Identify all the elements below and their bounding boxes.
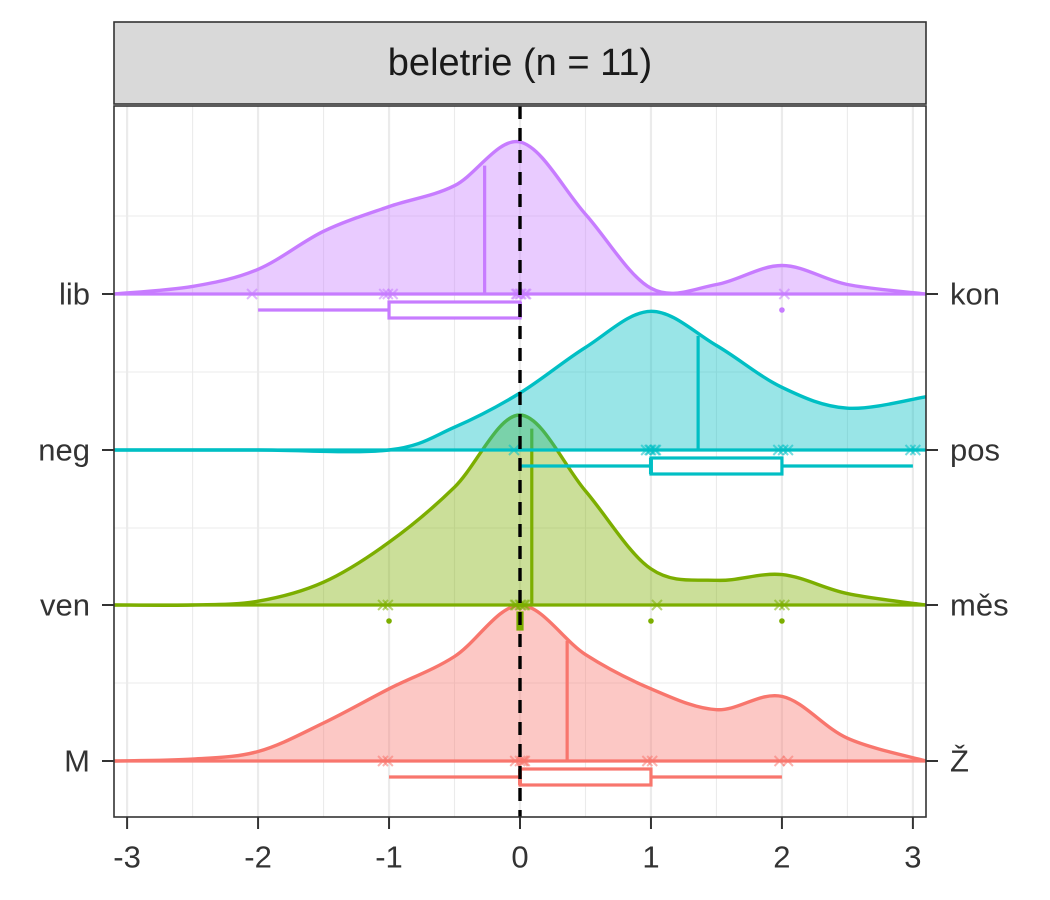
strip-background	[113, 21, 927, 105]
density-fill-left	[114, 141, 520, 294]
data-point	[782, 444, 794, 456]
right-axis-label: měs	[950, 588, 1009, 623]
data-point	[778, 288, 791, 300]
box	[387, 300, 522, 320]
density-fill-left	[114, 605, 520, 761]
data-point	[377, 599, 389, 611]
density-row-neg	[113, 309, 927, 476]
data-point	[386, 288, 399, 300]
left-axis-label: lib	[59, 277, 90, 312]
data-point	[651, 599, 663, 611]
density-fill-left	[114, 393, 520, 452]
right-axis-label: pos	[950, 433, 1000, 468]
x-tick-label: -3	[113, 840, 141, 875]
strip: beletrie (n = 11)	[113, 21, 927, 105]
x-tick-label: 1	[642, 840, 659, 875]
data-point	[640, 444, 652, 456]
left-axis-label: ven	[40, 588, 90, 623]
boxplot	[520, 456, 913, 476]
density-fill-right	[520, 605, 926, 761]
data-point	[777, 444, 789, 456]
data-point	[246, 288, 258, 300]
density-row-lib	[113, 140, 927, 320]
data-point	[514, 755, 526, 767]
data-point	[904, 444, 917, 456]
x-tick-label: -1	[375, 840, 403, 875]
data-point	[378, 288, 390, 300]
box	[518, 767, 653, 787]
data-point	[909, 444, 922, 456]
outlier-point	[779, 618, 785, 624]
density-fill-left	[114, 414, 520, 606]
right-axis-label: kon	[950, 277, 1000, 312]
data-point	[650, 444, 662, 456]
data-point	[382, 755, 394, 767]
x-tick-label: 2	[773, 840, 790, 875]
data-point	[382, 288, 394, 300]
data-point	[646, 755, 658, 767]
outlier-point	[386, 618, 392, 624]
data-point	[377, 755, 389, 767]
left-axis-label: neg	[38, 433, 90, 468]
density-fill-right	[520, 142, 926, 294]
x-tick-label: 3	[904, 840, 921, 875]
data-point	[772, 444, 785, 456]
data-point	[516, 755, 529, 767]
outlier-point	[648, 618, 654, 624]
data-point	[519, 755, 531, 767]
data-point	[382, 599, 394, 611]
data-point	[773, 599, 786, 611]
data-point	[645, 444, 657, 456]
data-point	[778, 599, 791, 611]
data-point	[520, 288, 532, 300]
x-tick-label: 0	[511, 840, 528, 875]
data-point	[508, 444, 520, 456]
box	[649, 456, 784, 476]
density-rows	[113, 140, 927, 787]
density-line	[113, 140, 927, 296]
panel-title: beletrie (n = 11)	[388, 42, 652, 84]
data-point	[515, 599, 527, 611]
data-point	[773, 755, 786, 767]
left-axis-label: M	[64, 744, 90, 779]
x-tick-label: -2	[244, 840, 272, 875]
outlier-point	[779, 307, 785, 313]
data-point	[641, 755, 654, 767]
density-fill-right	[520, 415, 926, 605]
right-axis-label: Ž	[950, 744, 969, 779]
data-point	[782, 755, 794, 767]
density-fill-right	[520, 311, 926, 450]
